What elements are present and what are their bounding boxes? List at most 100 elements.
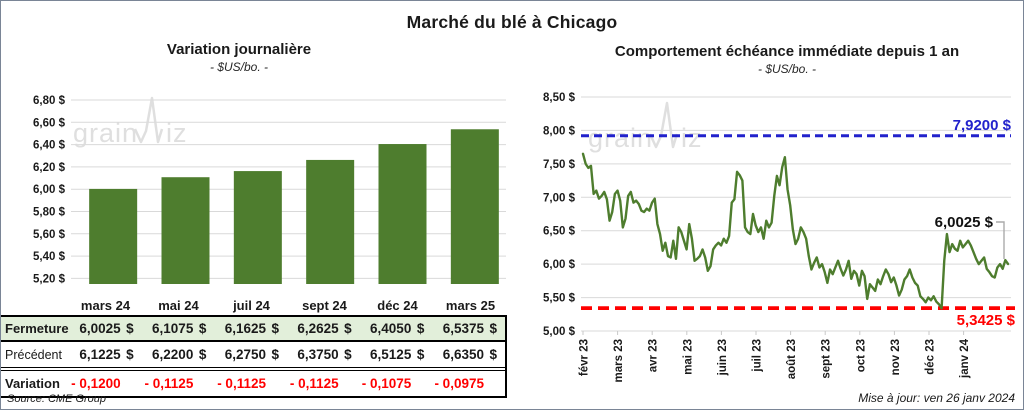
month-label: août 23 — [786, 339, 798, 379]
month-label: déc 23 — [925, 339, 937, 375]
price-value: - 0,1125 — [217, 376, 266, 391]
bar-chart: 6,80 $ 6,60 $ 6,40 $ 6,20 $ 6,00 $ 5,80 $ 5,60… — [33, 95, 506, 285]
price-cell: 6,3750 $ — [287, 347, 360, 362]
row-label: Précédent — [5, 347, 62, 362]
currency-sign: $ — [198, 321, 207, 336]
y-tick-label: 8,00 $ — [543, 125, 576, 137]
y-tick-label: 5,00 $ — [543, 326, 576, 338]
price-cell: - 0,1075 — [360, 376, 433, 391]
grainwiz-watermark: grain iz — [73, 96, 188, 148]
currency-sign: $ — [198, 347, 207, 362]
bar — [233, 171, 282, 284]
table-header-row: mars 24 mai 24 juil 24 sept 24 déc 24 mars 25 — [1, 295, 507, 315]
price-value: 6,4050 — [370, 321, 412, 336]
y-gridlines — [581, 96, 1011, 332]
price-cell: 6,2750 $ — [214, 347, 287, 362]
price-value: 6,1625 — [224, 321, 266, 336]
y-tick-label: 6,60 $ — [33, 117, 66, 129]
row-label: Fermeture — [5, 321, 69, 336]
currency-sign: $ — [271, 347, 279, 362]
currency-sign — [484, 376, 497, 391]
y-axis-labels: 6,80 $ 6,60 $ 6,40 $ 6,20 $ 6,00 $ 5,80 $ 5,60… — [33, 95, 66, 285]
currency-sign: $ — [416, 321, 425, 336]
currency-sign: $ — [489, 347, 497, 362]
table-col-header: mai 24 — [158, 297, 199, 313]
price-cell: 6,2625 $ — [287, 321, 360, 336]
bar — [161, 177, 210, 284]
price-cell: 6,5125 $ — [360, 347, 433, 362]
price-cell: 6,1625 $ — [214, 321, 287, 336]
y-tick-label: 6,50 $ — [543, 226, 576, 238]
y-tick-label: 7,50 $ — [543, 159, 576, 171]
price-cell: - 0,1200 — [69, 376, 142, 391]
table-body: Fermeture 6,0025 $6,1075 $6,1625 $6,2625 $6,4… — [1, 315, 507, 398]
y-axis-labels: 8,50 $ 8,00 $ 7,50 $ 7,00 $ 6,50 $ 6,00 $ 5,50… — [543, 92, 576, 338]
bar — [378, 144, 427, 284]
update-note: Mise à jour: ven 26 janv 2024 — [858, 391, 1015, 405]
y-tick-label: 7,00 $ — [543, 192, 576, 204]
prices-table: mars 24 mai 24 juil 24 sept 24 déc 24 mars 25… — [1, 295, 507, 398]
y-tick-label: 6,00 $ — [33, 184, 66, 196]
table-col-header: sept 24 — [302, 297, 347, 313]
price-value: 6,2750 — [224, 347, 266, 362]
y-tick-label: 5,80 $ — [33, 207, 66, 219]
y-tick-label: 5,20 $ — [33, 273, 66, 285]
y-tick-label: 6,00 $ — [543, 259, 576, 271]
watermark-text: grain — [73, 118, 138, 148]
line-chart-title: Comportement échéance immédiate depuis 1… — [614, 43, 960, 60]
line-chart: 8,50 $ 8,00 $ 7,50 $ 7,00 $ 6,50 $ 6,00 $ 5,50… — [543, 92, 1016, 382]
bar — [89, 188, 138, 284]
watermark-text: iz — [166, 118, 188, 148]
last-price-label: 6,0025 $ — [935, 214, 994, 231]
reference-label-high: 7,9200 $ — [953, 117, 1012, 134]
table-col-header: déc 24 — [377, 297, 418, 313]
table-row-variation: Variation - 0,1200 - 0,1125 - 0,1125 - 0,112… — [1, 367, 505, 396]
price-value: 6,6350 — [442, 347, 484, 362]
price-value: - 0,1075 — [361, 376, 412, 391]
price-line — [581, 152, 1010, 310]
currency-sign — [339, 376, 352, 391]
month-label: avr 23 — [648, 339, 660, 372]
price-value: 6,5125 — [370, 347, 412, 362]
table-col-header: mars 24 — [80, 297, 131, 313]
price-cell: 6,5375 $ — [432, 321, 505, 336]
price-value: 6,1225 — [79, 347, 121, 362]
price-cell: - 0,1125 — [142, 376, 215, 391]
price-cell: 6,6350 $ — [432, 347, 505, 362]
watermark-text: grain — [588, 123, 653, 153]
month-label: juil 23 — [752, 339, 764, 373]
month-label: nov 23 — [890, 339, 902, 375]
currency-sign: $ — [126, 321, 134, 336]
month-label: janv 24 — [959, 338, 971, 379]
currency-sign — [121, 376, 134, 391]
price-cell: - 0,0975 — [432, 376, 505, 391]
y-tick-label: 6,20 $ — [33, 162, 66, 174]
watermark-text: iz — [681, 123, 703, 153]
y-tick-label: 5,60 $ — [33, 229, 66, 241]
price-value: - 0,0975 — [434, 376, 484, 391]
line-chart-subtitle: - $US/bo. - — [757, 61, 817, 76]
x-axis-labels: févr 23 mars 23 avr 23 mai 23 juin 23 juil 23… — [579, 338, 972, 382]
price-cell: 6,4050 $ — [360, 321, 433, 336]
price-value: 6,2200 — [152, 347, 194, 362]
month-label: sept 23 — [821, 339, 833, 379]
watermark-spike-icon — [648, 101, 679, 149]
currency-sign: $ — [344, 321, 352, 336]
row-label: Variation — [5, 376, 60, 391]
table-col-header: mars 25 — [445, 297, 496, 313]
price-value: - 0,1125 — [144, 376, 194, 391]
price-cell: 6,0025 $ — [69, 321, 142, 336]
currency-sign: $ — [416, 347, 425, 362]
currency-sign — [193, 376, 206, 391]
line-chart-header: Comportement échéance immédiate depuis 1… — [541, 43, 1023, 77]
price-cell: - 0,1125 — [214, 376, 287, 391]
bar-chart-subtitle: - $US/bo. - — [209, 59, 269, 74]
y-tick-label: 6,40 $ — [33, 140, 66, 152]
currency-sign — [411, 376, 424, 391]
table-row-fermeture: Fermeture 6,0025 $6,1075 $6,1625 $6,2625 $6,4… — [1, 317, 505, 340]
bar-chart-title: Variation journalière — [166, 41, 312, 58]
currency-sign: $ — [489, 321, 497, 336]
table-row-précédent: Précédent 6,1225 $6,2200 $6,2750 $6,3750 $6,5… — [1, 340, 505, 367]
currency-sign: $ — [271, 321, 279, 336]
